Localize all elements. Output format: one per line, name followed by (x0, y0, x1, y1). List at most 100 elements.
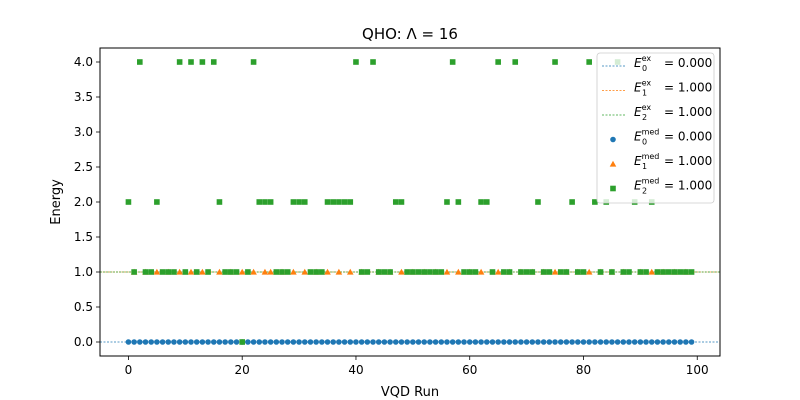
data-point (238, 268, 246, 275)
data-point (341, 339, 348, 345)
data-point (233, 339, 240, 345)
data-point (535, 339, 541, 345)
data-point (125, 339, 132, 345)
data-point (233, 269, 240, 275)
data-point (677, 339, 683, 345)
data-point (245, 269, 251, 275)
data-point (540, 339, 547, 345)
data-point (597, 269, 604, 275)
data-point (159, 339, 166, 345)
data-point (313, 339, 319, 345)
data-point (262, 339, 268, 345)
data-point (518, 269, 524, 275)
data-point (529, 339, 536, 345)
data-point (398, 339, 405, 345)
data-point (341, 199, 348, 205)
data-point (375, 269, 382, 275)
data-point (506, 339, 513, 345)
data-point (205, 339, 211, 345)
data-point (250, 268, 257, 275)
data-point (154, 199, 160, 205)
legend-entry-median-2: Emed 2 = 1.000 (634, 177, 712, 196)
data-point (267, 199, 274, 205)
data-point (551, 268, 559, 275)
data-point (284, 339, 291, 345)
data-point (495, 339, 501, 345)
data-point (614, 339, 621, 345)
data-point (523, 339, 530, 345)
data-point (153, 268, 161, 275)
data-point (557, 339, 564, 345)
data-point (370, 339, 376, 345)
data-point (187, 268, 195, 275)
data-point (478, 339, 484, 345)
data-point (529, 269, 536, 275)
y-tick-label: 0.5 (74, 300, 93, 314)
data-point (188, 339, 194, 345)
data-point (683, 269, 689, 275)
data-point (677, 269, 683, 275)
data-point (165, 339, 172, 345)
data-point (688, 339, 695, 345)
x-tick-label: 40 (348, 363, 363, 377)
series-2 (125, 59, 695, 345)
data-points (125, 59, 695, 345)
data-point (466, 339, 473, 345)
data-point (188, 59, 194, 65)
data-point (671, 339, 678, 345)
data-point (358, 269, 365, 275)
data-point (290, 268, 297, 275)
data-point (483, 339, 490, 345)
data-point (404, 269, 410, 275)
data-point (637, 269, 644, 275)
data-point (256, 199, 263, 205)
y-axis-label: Energy (49, 179, 64, 225)
data-point (262, 199, 268, 205)
data-point (148, 339, 154, 345)
data-point (410, 269, 416, 275)
legend-entry-exact-1: Eex 1 = 1.000 (634, 79, 712, 98)
data-point (284, 269, 291, 275)
data-point (176, 268, 183, 275)
data-point (307, 269, 314, 275)
data-point (398, 268, 405, 275)
data-point (296, 199, 302, 205)
reference-lines (100, 271, 720, 343)
data-point (279, 269, 285, 275)
data-point (131, 269, 137, 275)
data-point (643, 269, 649, 275)
data-point (552, 339, 558, 345)
data-point (216, 268, 223, 275)
data-point (324, 339, 331, 345)
data-point (353, 339, 359, 345)
y-axis: 0.0 0.5 1.0 1.5 2.0 2.5 3.0 3.5 4.0 (74, 55, 100, 349)
data-point (353, 59, 359, 65)
data-point (279, 339, 285, 345)
data-point (336, 199, 342, 205)
data-point (364, 339, 371, 345)
data-point (609, 339, 615, 345)
data-point (245, 339, 251, 345)
legend-entry-median-1: Emed 1 = 1.000 (634, 152, 712, 171)
data-point (137, 339, 143, 345)
data-point (261, 268, 269, 275)
data-point (256, 339, 263, 345)
x-axis: 0 20 40 60 80 100 (125, 356, 709, 377)
legend-entry-exact-2: Eex 2 = 1.000 (634, 103, 712, 122)
data-point (609, 269, 615, 275)
data-point (154, 339, 160, 345)
data-point (330, 199, 337, 205)
data-point (552, 59, 558, 65)
data-point (654, 339, 661, 345)
data-point (472, 339, 479, 345)
data-point (569, 339, 575, 345)
data-point (142, 339, 149, 345)
data-point (660, 269, 666, 275)
data-point (415, 269, 422, 275)
data-point (666, 339, 672, 345)
data-point (193, 269, 200, 275)
data-point (193, 339, 200, 345)
x-tick-label: 0 (125, 363, 133, 377)
data-point (319, 339, 325, 345)
y-tick-label: 3.0 (74, 125, 93, 139)
